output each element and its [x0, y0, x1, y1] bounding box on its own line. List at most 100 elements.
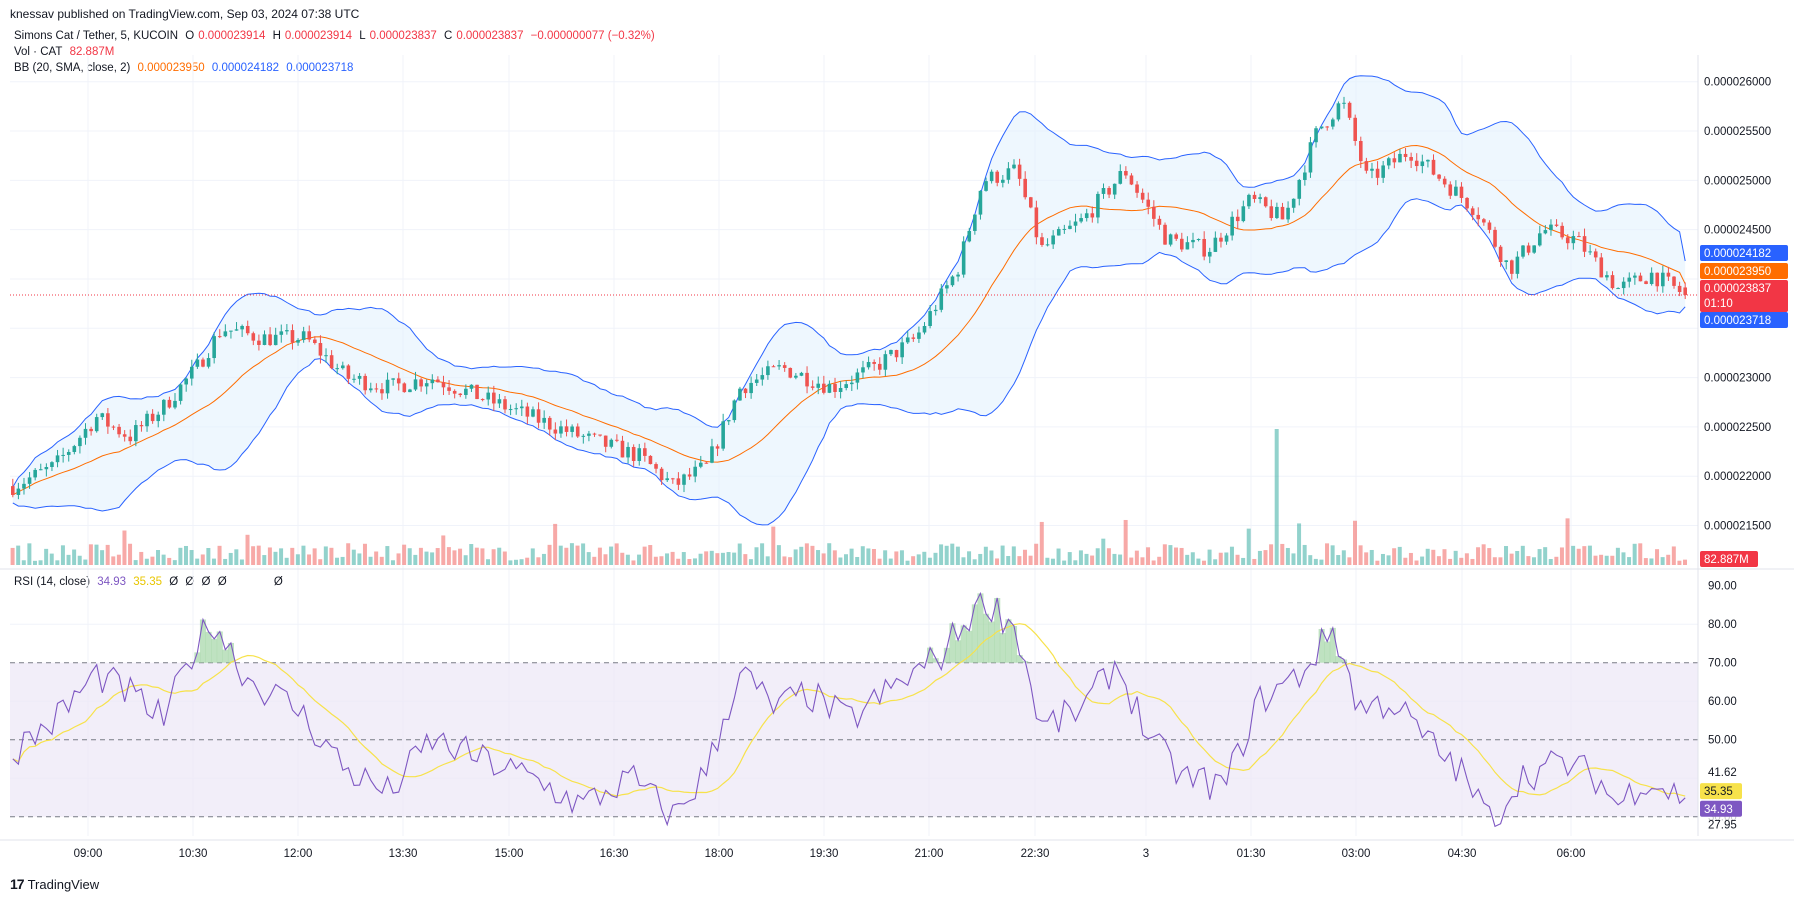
volume-bar	[581, 543, 586, 565]
volume-bar	[167, 557, 172, 565]
time-label: 19:30	[810, 848, 839, 860]
candle-body	[1297, 179, 1302, 199]
volume-bar	[267, 547, 272, 565]
candle-body	[598, 434, 602, 436]
volume-bar	[950, 543, 955, 565]
candle-body	[519, 406, 524, 409]
rsi-tick: 41.62	[1708, 767, 1737, 779]
volume-bar	[122, 530, 127, 565]
candle-body	[1196, 238, 1201, 240]
time-label: 18:00	[705, 848, 734, 860]
volume-bar	[1095, 548, 1100, 565]
candle-body	[396, 378, 401, 384]
volume-bar	[435, 548, 440, 565]
volume-bar	[1369, 549, 1374, 565]
candle-body	[273, 334, 278, 346]
volume-bar	[1448, 558, 1453, 565]
candle-body	[626, 446, 630, 458]
bb-label[interactable]: BB (20, SMA, close, 2)	[14, 62, 131, 74]
candle-body	[1661, 272, 1665, 287]
candle-body	[324, 355, 328, 357]
candle-body	[1649, 272, 1654, 284]
volume-bar	[1050, 558, 1055, 565]
candle-body	[257, 340, 261, 345]
volume-bar	[536, 557, 541, 565]
candle-body	[134, 425, 138, 442]
bar-countdown: 01:10	[1704, 298, 1733, 310]
time-label: 12:00	[284, 848, 313, 860]
volume-bar	[1492, 557, 1497, 565]
candle-body	[1174, 234, 1179, 239]
candle-body	[1498, 246, 1503, 262]
volume-bar	[698, 553, 703, 565]
candle-body	[11, 486, 15, 495]
candle-body	[139, 425, 144, 427]
rsi-label[interactable]: RSI (14, close)	[14, 576, 91, 588]
candle-body	[1107, 188, 1111, 195]
candle-body	[827, 383, 832, 393]
candle-body	[810, 386, 815, 388]
candle-body	[1319, 126, 1324, 129]
candle-body	[469, 384, 474, 389]
volume-bar	[1112, 553, 1117, 565]
candle-body	[620, 440, 625, 458]
volume-bar	[1084, 553, 1089, 565]
volume-bar	[1543, 547, 1548, 565]
volume-bar	[346, 543, 351, 565]
candle-body	[1526, 245, 1531, 253]
candle-body	[771, 366, 776, 368]
candle-body	[1543, 230, 1548, 234]
candle-body	[436, 379, 440, 383]
candle-body	[754, 379, 759, 383]
candle-body	[38, 469, 43, 471]
volume-bar	[715, 553, 720, 565]
open-label: O	[185, 30, 195, 42]
candle-body	[1168, 234, 1173, 245]
candle-body	[1431, 159, 1436, 175]
candle-body	[1353, 117, 1357, 141]
volume-bar	[1403, 557, 1408, 565]
volume-bar	[206, 548, 211, 565]
candle-body	[245, 325, 250, 334]
volume-bar	[156, 549, 161, 565]
candle-body	[1180, 238, 1184, 250]
candle-body	[615, 439, 619, 441]
volume-bar	[374, 551, 379, 565]
volume-bar	[659, 556, 664, 565]
volume-bar	[1218, 552, 1223, 565]
volume-bar	[614, 543, 619, 565]
volume-bar	[1358, 545, 1363, 565]
candle-body	[659, 468, 664, 481]
candle-body	[1263, 197, 1268, 207]
volume-bar	[1599, 554, 1604, 565]
candle-body	[536, 409, 541, 423]
candle-body	[1191, 239, 1195, 243]
candle-body	[106, 413, 110, 427]
candle-body	[1459, 186, 1464, 198]
candle-body	[665, 478, 670, 481]
volume-bar	[1017, 556, 1022, 565]
volume-bar	[1397, 546, 1402, 565]
volume-bar	[765, 556, 770, 565]
volume-bar	[704, 551, 709, 565]
rsi-extra-4: Ø	[217, 576, 227, 588]
candle-body	[1331, 119, 1335, 127]
volume-legend-row: Vol · CAT 82.887M	[14, 44, 118, 60]
candle-body	[1347, 102, 1352, 118]
candle-body	[978, 190, 983, 215]
symbol-name[interactable]: Simons Cat / Tether, 5, KUCOIN	[14, 30, 179, 42]
time-label: 01:30	[1237, 848, 1266, 860]
footer-brand[interactable]: 17 TradingView	[10, 876, 99, 892]
candle-body	[559, 426, 563, 434]
volume-bar	[553, 523, 558, 565]
low-label: L	[359, 30, 366, 42]
volume-label[interactable]: Vol · CAT	[14, 46, 63, 58]
candle-body	[1001, 179, 1005, 183]
volume-bar	[491, 549, 496, 565]
volume-bar	[44, 548, 49, 565]
candle-body	[430, 379, 435, 384]
volume-bar	[844, 554, 848, 565]
low-value: 0.000023837	[369, 30, 437, 42]
time-label: 22:30	[1021, 848, 1050, 860]
